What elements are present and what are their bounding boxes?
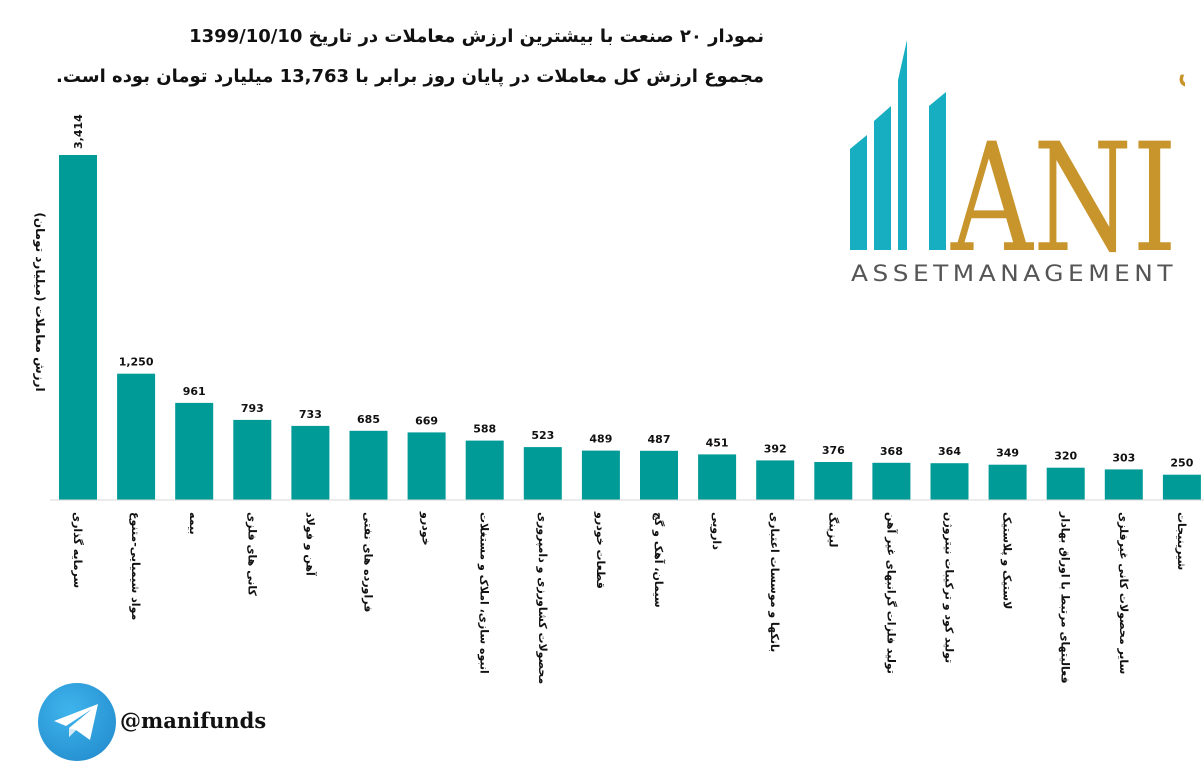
category-label-12: دارویی <box>710 512 723 550</box>
category-label-1: سرمایه گذاری <box>71 512 84 588</box>
bar-12 <box>698 454 737 500</box>
bar-value-label-15: 368 <box>880 445 903 458</box>
bar-value-label-13: 392 <box>764 442 787 455</box>
category-label-4: کانی های فلزی <box>245 512 258 597</box>
bar-value-label-1: 3,414 <box>72 114 85 149</box>
logo-fa-text: سبدگردان مانی <box>1177 46 1185 92</box>
bar-5 <box>291 425 330 500</box>
bar-value-label-12: 451 <box>706 436 729 449</box>
bar-value-label-3: 961 <box>183 385 206 398</box>
bar-16 <box>930 463 969 500</box>
category-label-20: شیرینیجات <box>1175 512 1188 570</box>
bar-value-label-19: 303 <box>1112 451 1135 464</box>
bar-value-label-18: 320 <box>1054 450 1077 463</box>
category-label-10: قطعات خودرو <box>594 511 607 589</box>
category-label-19: سایر محصولات کانی غیرفلزی <box>1117 512 1130 674</box>
bar-value-label-10: 489 <box>589 433 612 446</box>
bar-20 <box>1162 474 1201 500</box>
category-label-6: فراورده های نفتی <box>362 512 375 612</box>
bar-value-label-16: 364 <box>938 445 961 458</box>
category-label-2: مواد شیمیایی-متنوع <box>129 512 142 620</box>
bar-13 <box>756 460 795 500</box>
bar-4 <box>233 419 272 500</box>
bar-18 <box>1046 467 1085 500</box>
bar-1 <box>59 155 97 500</box>
category-label-11: سیمان، آهک و گچ <box>652 512 666 608</box>
bar-value-label-2: 1,250 <box>119 356 154 369</box>
telegram-icon[interactable] <box>38 683 116 761</box>
bar-value-label-8: 588 <box>473 423 496 436</box>
bar-value-label-17: 349 <box>996 447 1019 460</box>
category-label-14: لیزینگ <box>826 512 840 547</box>
logo-bar-4 <box>929 92 946 250</box>
bar-15 <box>872 462 911 500</box>
chart-subtitle: مجموع ارزش کل معاملات در پایان روز برابر… <box>56 66 764 87</box>
category-label-17: لاستیک و پلاستیک <box>1001 512 1014 609</box>
telegram-handle-link[interactable]: @manifunds <box>120 708 267 733</box>
bar-value-label-6: 685 <box>357 413 380 426</box>
category-label-3: بیمه <box>187 512 200 535</box>
logo-bar-3 <box>898 40 907 250</box>
category-label-8: انبوه سازی، املاک و مستغلات <box>478 512 491 674</box>
bar-3 <box>175 402 214 500</box>
category-label-16: تولید کود و ترکیبات نیتروژن <box>943 512 956 663</box>
bar-value-label-4: 793 <box>241 402 264 415</box>
bar-6 <box>349 430 388 500</box>
bar-value-label-20: 250 <box>1170 457 1193 470</box>
bar-value-label-7: 669 <box>415 414 438 427</box>
bar-value-label-14: 376 <box>822 444 845 457</box>
bar-17 <box>988 464 1027 500</box>
bar-10 <box>581 450 620 500</box>
company-logo: سبدگردان مانی ANI ASSETMANAGEMENT <box>850 40 1185 287</box>
category-label-18: فعالیتهای مرتبط با اوراق بهادار <box>1059 511 1072 684</box>
y-axis-label: ارزش معاملات (میلیارد تومان) <box>32 212 47 391</box>
bar-19 <box>1104 469 1143 500</box>
category-label-5: آهن و فولاد <box>303 512 317 576</box>
bar-9 <box>523 447 562 500</box>
logo-brand: ANI <box>950 112 1177 286</box>
bar-value-label-9: 523 <box>531 429 554 442</box>
bars-layer: 3,414 سرمایه گذاری 1,250 مواد شیمیایی-متنوع… <box>59 114 1201 684</box>
category-label-13: بانکها و موسسات اعتباری <box>768 512 781 652</box>
bar-7 <box>407 432 446 500</box>
logo-subtitle: ASSETMANAGEMENT <box>851 262 1177 287</box>
logo-bar-1 <box>850 135 867 250</box>
chart-title: نمودار ۲۰ صنعت با بیشترین ارزش معاملات د… <box>189 26 764 47</box>
bar-value-label-11: 487 <box>648 433 671 446</box>
bar-14 <box>814 462 853 500</box>
logo-bar-2 <box>874 106 891 250</box>
bar-11 <box>640 450 678 500</box>
category-label-7: خودرو <box>420 511 433 546</box>
bar-8 <box>465 440 504 500</box>
bar-2 <box>117 373 156 500</box>
category-label-9: محصولات کشاورزی و دامپروری <box>536 512 549 684</box>
bar-value-label-5: 733 <box>299 408 322 421</box>
category-label-15: تولید فلزات گرانبهای غیر آهن <box>884 512 898 674</box>
